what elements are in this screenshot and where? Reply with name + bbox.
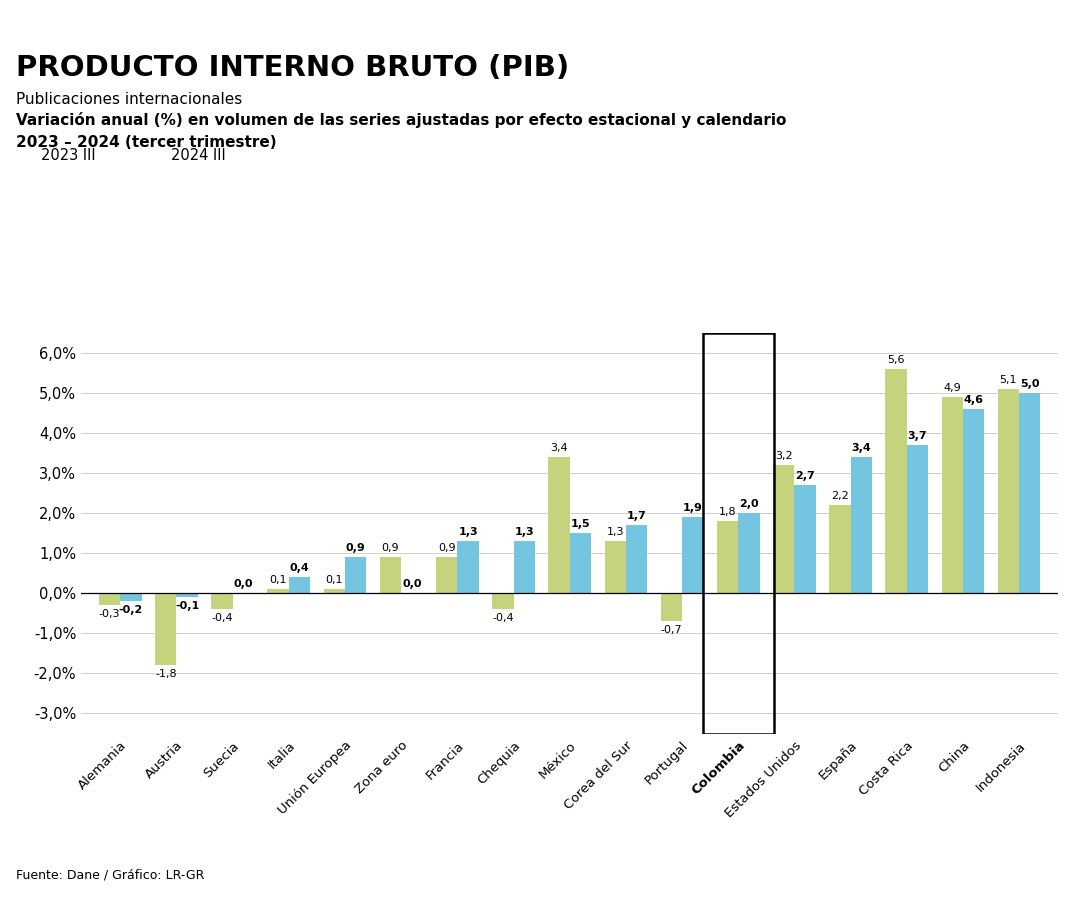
Bar (99, 593, 120, 606)
Text: Fuente: Dane / Gráfico: LR-GR: Fuente: Dane / Gráfico: LR-GR (16, 869, 204, 882)
Text: -1,8: -1,8 (156, 670, 177, 680)
Text: 1,3: 1,3 (607, 527, 624, 537)
Bar (570, 533, 591, 593)
Text: 3,7: 3,7 (907, 431, 928, 441)
Bar (795, 485, 815, 593)
Bar (683, 518, 703, 593)
Text: -0,4: -0,4 (492, 614, 514, 624)
Text: 1,9: 1,9 (683, 503, 703, 513)
Bar (739, 513, 759, 593)
Text: -0,3: -0,3 (99, 609, 120, 619)
Text: 2023 – 2024 (tercer trimestre): 2023 – 2024 (tercer trimestre) (16, 135, 276, 150)
Bar (436, 557, 457, 593)
Bar (120, 593, 141, 601)
Text: 3,4: 3,4 (851, 443, 872, 453)
Bar (703, 333, 773, 734)
Text: -0,1: -0,1 (175, 601, 200, 611)
Bar (212, 593, 232, 609)
Text: LR: LR (1004, 852, 1039, 876)
Text: 3,4: 3,4 (550, 443, 568, 453)
Text: 1,3: 1,3 (458, 527, 477, 537)
Text: 0,9: 0,9 (346, 544, 365, 554)
Bar (176, 593, 198, 598)
Text: 5,0: 5,0 (1020, 379, 1040, 389)
Text: -0,4: -0,4 (212, 614, 233, 624)
Bar (886, 369, 907, 593)
Bar (1020, 393, 1040, 593)
Bar (963, 410, 984, 593)
Bar (288, 577, 310, 593)
Text: Variación anual (%) en volumen de las series ajustadas por efecto estacional y c: Variación anual (%) en volumen de las se… (16, 112, 786, 129)
Text: 3,2: 3,2 (775, 451, 793, 461)
Text: 2,2: 2,2 (831, 491, 849, 501)
Bar (829, 505, 851, 593)
Text: -0,2: -0,2 (119, 606, 144, 616)
Bar (907, 446, 928, 593)
Bar (717, 521, 739, 593)
Bar (345, 557, 366, 593)
Text: 2024 III: 2024 III (171, 148, 226, 163)
Bar (998, 389, 1020, 593)
Text: 1,8: 1,8 (718, 508, 737, 518)
Bar (513, 541, 535, 593)
Text: 0,0: 0,0 (402, 580, 421, 590)
Text: Publicaciones internacionales: Publicaciones internacionales (16, 92, 242, 107)
Text: 0,9: 0,9 (381, 544, 400, 554)
Text: 2,7: 2,7 (795, 472, 815, 482)
Bar (457, 541, 478, 593)
Bar (156, 593, 176, 665)
Text: 1,3: 1,3 (514, 527, 534, 537)
Bar (324, 590, 345, 593)
Text: 1,7: 1,7 (626, 511, 647, 521)
Bar (851, 457, 872, 593)
Bar (268, 590, 288, 593)
Text: 2,0: 2,0 (739, 500, 759, 509)
Bar (661, 593, 683, 621)
Text: 0,9: 0,9 (437, 544, 456, 554)
Bar (773, 465, 795, 593)
Text: 0,1: 0,1 (325, 575, 343, 585)
Bar (549, 457, 570, 593)
Text: -0,7: -0,7 (661, 626, 683, 635)
Text: 5,1: 5,1 (1000, 375, 1017, 385)
Text: 2023 III: 2023 III (41, 148, 96, 163)
Bar (492, 593, 513, 609)
Text: 0,0: 0,0 (233, 580, 253, 590)
Text: 0,4: 0,4 (289, 563, 309, 573)
Text: 4,6: 4,6 (963, 395, 984, 405)
Text: PRODUCTO INTERNO BRUTO (PIB): PRODUCTO INTERNO BRUTO (PIB) (16, 54, 569, 82)
Bar (380, 557, 401, 593)
Text: 5,6: 5,6 (888, 355, 905, 365)
Bar (605, 541, 626, 593)
Text: 0,1: 0,1 (269, 575, 287, 585)
Text: 4,9: 4,9 (943, 383, 961, 393)
Bar (626, 526, 647, 593)
Bar (942, 397, 963, 593)
Text: 1,5: 1,5 (570, 519, 590, 529)
